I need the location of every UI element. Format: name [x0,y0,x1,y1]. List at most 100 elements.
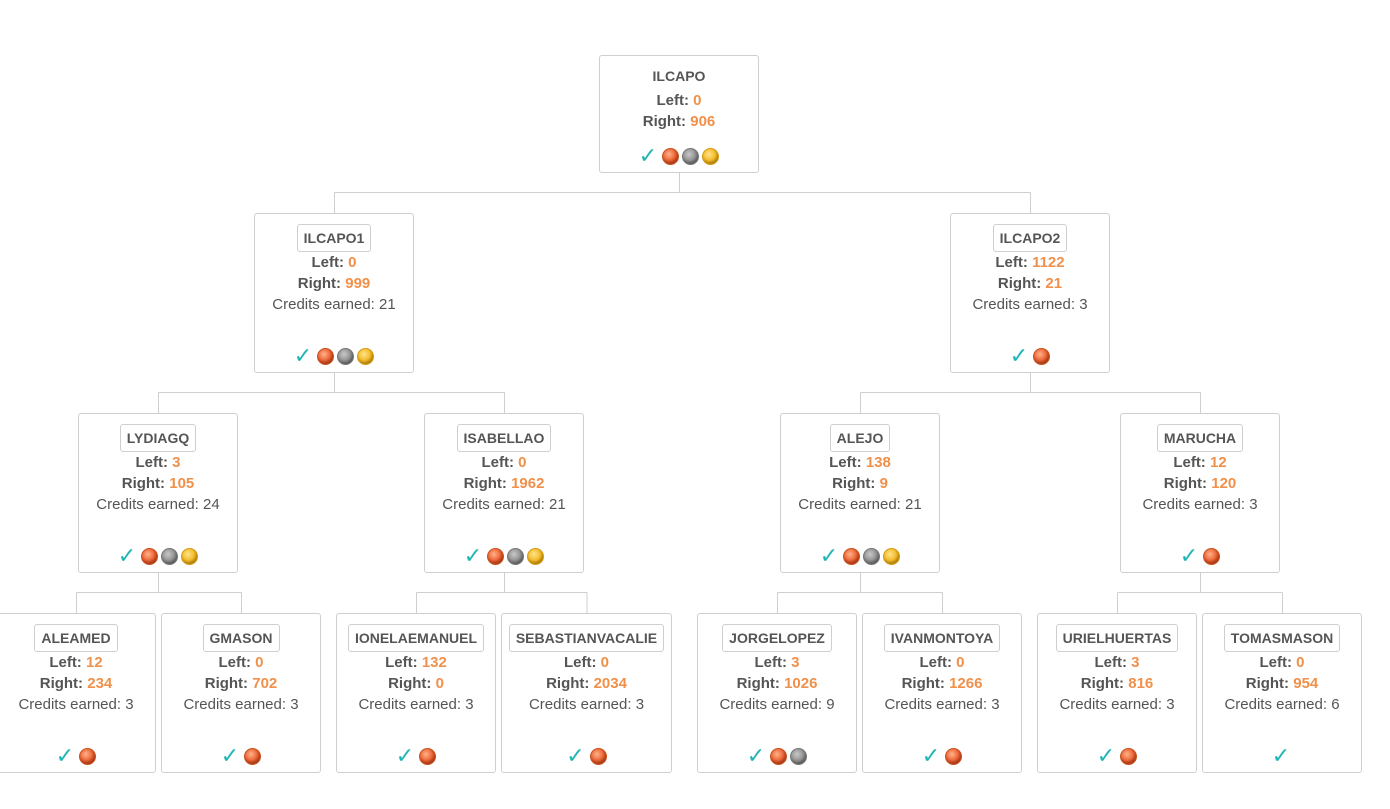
username-button[interactable]: GMASON [202,624,280,652]
left-label: Left: [218,654,251,671]
credits-earned: Credits earned: 3 [162,694,320,715]
username-button[interactable]: ISABELLAO [456,424,552,452]
left-label: Left: [49,654,82,671]
badge-row: ✓ [162,745,320,767]
right-count: Right: 21 [951,273,1109,294]
right-value: 999 [345,275,371,292]
right-count: Right: 702 [162,673,320,694]
username-button[interactable]: LYDIAGQ [119,424,197,452]
left-value: 0 [518,454,527,471]
check-icon: ✓ [220,743,240,768]
left-count: Left: 138 [781,452,939,473]
left-value: 3 [1131,654,1140,671]
left-label: Left: [754,654,787,671]
right-value: 120 [1211,475,1237,492]
credits-label: Credits earned: [442,496,545,513]
check-icon: ✓ [293,343,313,368]
gold-medal-icon [883,547,901,565]
username-button[interactable]: ILCAPO [652,68,706,84]
credits-earned: Credits earned: 3 [863,694,1021,715]
tree-node: IONELAEMANUEL Left: 132 Right: 0 Credits ea… [336,613,496,773]
credits-value: 3 [290,696,299,713]
left-count: Left: 0 [162,652,320,673]
tree-node: IVANMONTOYA Left: 0 Right: 1266 Credits ear… [862,613,1022,773]
tree-node: SEBASTIANVACALIE Left: 0 Right: 2034 Credit… [501,613,672,773]
check-icon: ✓ [819,543,839,568]
left-count: Left: 0 [863,652,1021,673]
check-icon: ✓ [463,543,483,568]
check-icon: ✓ [1179,543,1199,568]
gold-medal-icon [702,147,720,165]
credits-earned: Credits earned: 21 [425,494,583,515]
credits-earned: Credits earned: 3 [951,294,1109,315]
right-label: Right: [546,675,590,692]
username-button[interactable]: URIELHUERTAS [1055,624,1179,652]
username-button[interactable]: IONELAEMANUEL [347,624,485,652]
left-label: Left: [385,654,418,671]
check-icon: ✓ [1009,343,1029,368]
credits-earned: Credits earned: 3 [0,694,155,715]
left-value: 0 [348,254,357,271]
credits-value: 3 [1249,496,1258,513]
left-label: Left: [656,92,689,109]
left-value: 3 [791,654,800,671]
left-value: 1122 [1032,254,1065,271]
bronze-medal-icon [419,747,437,765]
left-count: Left: 0 [502,652,671,673]
right-count: Right: 816 [1038,673,1196,694]
silver-medal-icon [790,747,808,765]
credits-earned: Credits earned: 24 [79,494,237,515]
credits-earned: Credits earned: 3 [337,694,495,715]
credits-label: Credits earned: [1059,696,1163,713]
left-label: Left: [829,454,862,471]
left-label: Left: [135,454,168,471]
right-label: Right: [1245,675,1290,692]
credits-value: 21 [379,296,396,313]
bronze-medal-icon [1203,547,1221,565]
left-count: Left: 3 [698,652,856,673]
left-count: Left: 0 [600,90,758,111]
tree-node: LYDIAGQ Left: 3 Right: 105 Credits earned: … [78,413,238,573]
right-count: Right: 1962 [425,473,583,494]
right-label: Right: [388,675,432,692]
left-count: Left: 0 [1203,652,1361,673]
right-label: Right: [832,475,876,492]
username-button[interactable]: ILCAPO2 [992,224,1068,252]
username-button[interactable]: SEBASTIANVACALIE [508,624,665,652]
right-label: Right: [642,113,687,130]
check-icon: ✓ [395,743,415,768]
left-label: Left: [311,254,344,271]
right-label: Right: [901,675,945,692]
username-button[interactable]: ILCAPO1 [296,224,372,252]
tree-node: ILCAPO Left: 0 Right: 906 ✓ [599,55,759,173]
badge-row: ✓ [0,745,155,767]
username-button[interactable]: JORGELOPEZ [722,624,832,652]
credits-label: Credits earned: [1142,496,1246,513]
check-icon: ✓ [746,743,766,768]
left-value: 12 [1209,454,1227,471]
bronze-medal-icon [487,547,505,565]
username-button[interactable]: MARUCHA [1156,424,1244,452]
credits-earned: Credits earned: 6 [1203,694,1361,715]
right-label: Right: [297,275,342,292]
left-count: Left: 0 [425,452,583,473]
right-count: Right: 954 [1203,673,1361,694]
tree-node: JORGELOPEZ Left: 3 Right: 1026 Credits earn… [697,613,857,773]
right-label: Right: [121,475,166,492]
username-button[interactable]: ALEAMED [34,624,118,652]
right-value: 702 [252,675,278,692]
credits-earned: Credits earned: 21 [781,494,939,515]
right-value: 234 [87,675,113,692]
credits-value: 3 [465,696,474,713]
credits-value: 6 [1331,696,1340,713]
gold-medal-icon [527,547,545,565]
tree-node: MARUCHA Left: 12 Right: 120 Credits earned:… [1120,413,1280,573]
username-button[interactable]: ALEJO [829,424,891,452]
username-button[interactable]: TOMASMASON [1223,624,1341,652]
right-value: 816 [1128,675,1154,692]
right-value: 1026 [784,675,818,692]
credits-label: Credits earned: [96,496,199,513]
badge-row: ✓ [255,345,413,367]
username-button[interactable]: IVANMONTOYA [883,624,1001,652]
left-value: 12 [85,654,103,671]
